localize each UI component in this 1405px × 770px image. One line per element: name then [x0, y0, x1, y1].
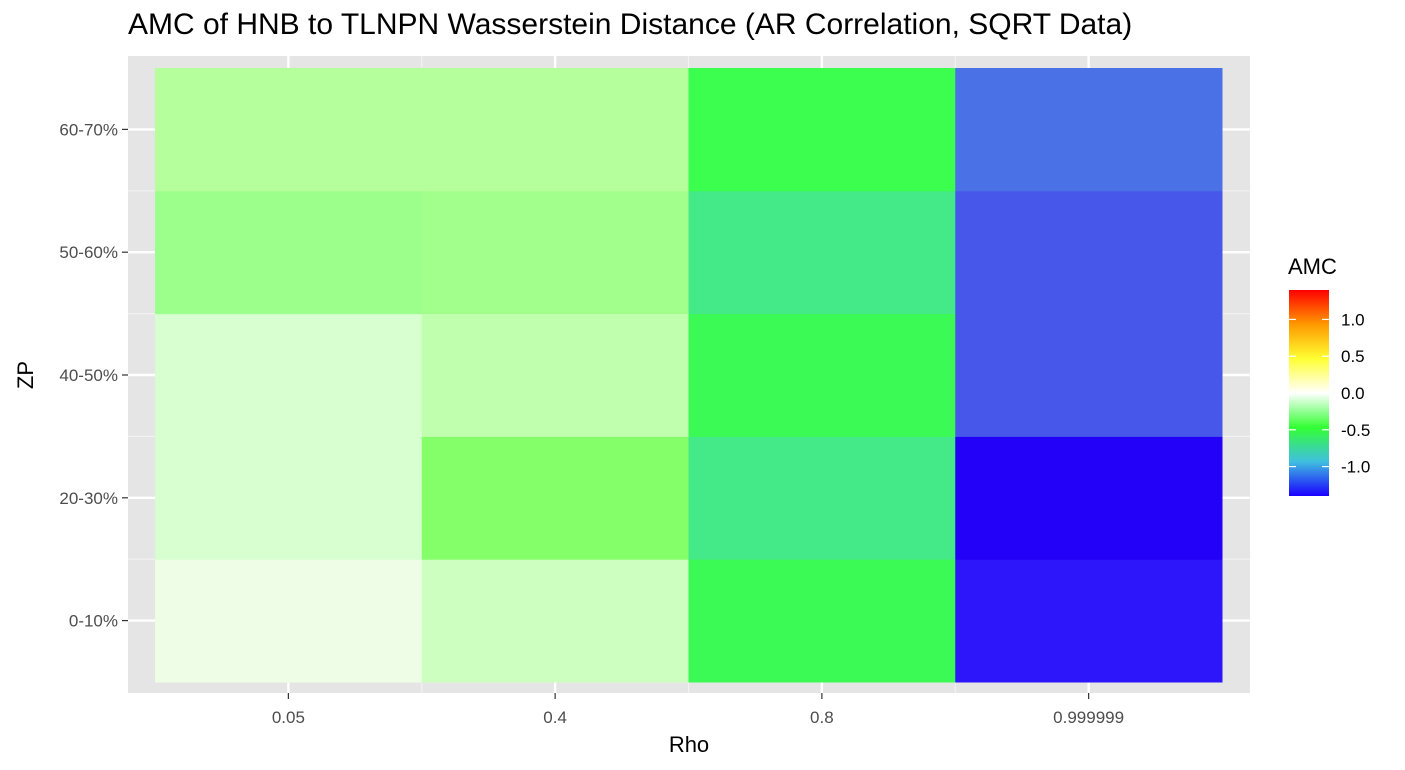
- heatmap-cell: [421, 68, 689, 192]
- legend-tick-label: -1.0: [1341, 458, 1370, 477]
- heatmap-cell: [155, 68, 423, 192]
- heatmap-cell: [421, 313, 689, 437]
- heatmap-cell: [688, 190, 956, 315]
- color-legend: AMC 1.0 0.5 0.0 -0.5 -1.0: [1288, 254, 1370, 496]
- legend-tick-label: 0.0: [1341, 384, 1365, 403]
- heatmap-cell: [955, 68, 1223, 192]
- y-tick-label: 0-10%: [69, 612, 118, 631]
- axes: 0.05 0.4 0.8 0.999999 0-10% 20-30% 40-50% 50-60…: [59, 120, 1124, 727]
- y-tick-label: 40-50%: [59, 366, 118, 385]
- x-tick-label: 0.4: [543, 708, 567, 727]
- heatmap-cell: [955, 190, 1223, 315]
- x-tick-label: 0.999999: [1053, 708, 1124, 727]
- heatmap-cells: [155, 68, 1223, 683]
- heatmap-cell: [155, 190, 423, 315]
- heatmap-cell: [688, 436, 956, 560]
- heatmap-cell: [421, 559, 689, 683]
- legend-tick-label: 0.5: [1341, 347, 1365, 366]
- legend-tick-label: 1.0: [1341, 310, 1365, 329]
- x-tick-label: 0.8: [810, 708, 834, 727]
- heatmap-cell: [688, 68, 956, 192]
- y-tick-label: 60-70%: [59, 120, 118, 139]
- heatmap-cell: [421, 190, 689, 315]
- heatmap-cell: [155, 559, 423, 683]
- heatmap-cell: [955, 313, 1223, 437]
- heatmap-cell: [688, 559, 956, 683]
- heatmap-cell: [955, 436, 1223, 560]
- heatmap-cell: [688, 313, 956, 437]
- legend-tick-label: -0.5: [1341, 421, 1370, 440]
- heatmap-cell: [955, 559, 1223, 683]
- x-axis-title: Rho: [669, 732, 709, 757]
- x-tick-label: 0.05: [272, 708, 305, 727]
- y-tick-label: 50-60%: [59, 243, 118, 262]
- y-tick-label: 20-30%: [59, 489, 118, 508]
- y-axis-title: ZP: [13, 361, 38, 389]
- heatmap-cell: [155, 313, 423, 437]
- heatmap-cell: [155, 436, 423, 560]
- chart-title: AMC of HNB to TLNPN Wasserstein Distance…: [128, 8, 1133, 41]
- heatmap-cell: [421, 436, 689, 560]
- legend-title: AMC: [1288, 254, 1337, 279]
